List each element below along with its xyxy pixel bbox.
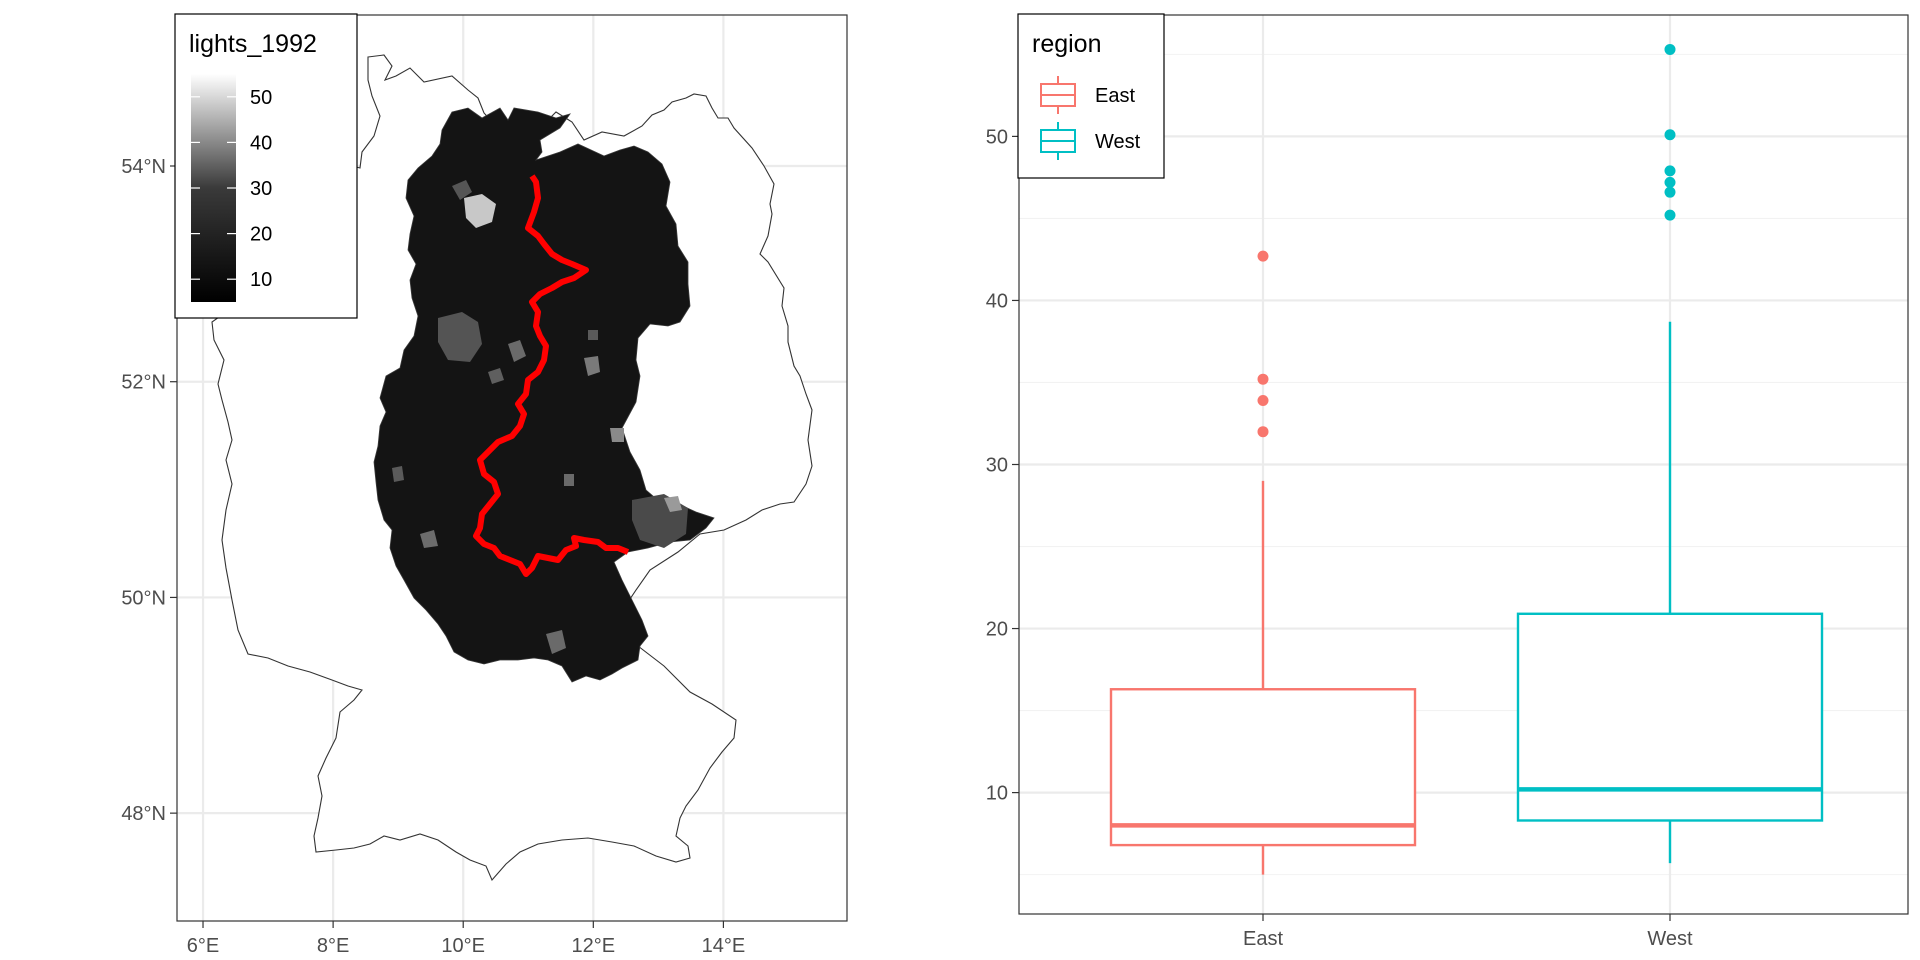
map-y-axis: 48°N 50°N 52°N 54°N [121, 156, 177, 825]
boxplot-x-tick-label: West [1647, 928, 1693, 950]
boxplot-x-axis: East West [1243, 914, 1693, 950]
map-x-axis: 6°E 8°E 10°E 12°E 14°E [187, 921, 745, 957]
district-halle [564, 474, 574, 486]
map-y-tick-label: 52°N [121, 372, 166, 394]
district-frankfurt [420, 530, 438, 548]
outlier-point [1257, 395, 1269, 407]
district-leipzig [610, 428, 624, 442]
legend-key-label: West [1095, 131, 1141, 153]
district-magdeburg [584, 356, 600, 376]
map-legend-label: 10 [250, 269, 272, 291]
outlier-point [1664, 43, 1676, 55]
boxplot-legend-keys: East West [1040, 76, 1141, 160]
outlier-point [1257, 250, 1269, 262]
box-iqr [1109, 688, 1417, 847]
boxplot-x-tick-label: East [1243, 928, 1283, 950]
boxplot-y-tick-label: 20 [986, 619, 1008, 641]
box-iqr [1516, 612, 1824, 822]
district-wolfsburg [588, 330, 598, 340]
map-x-tick-label: 10°E [441, 935, 485, 957]
map-legend-labels: 50 40 30 20 10 [191, 87, 272, 291]
boxplot-marks [1109, 43, 1824, 875]
boxplot-y-tick-label: 10 [986, 783, 1008, 805]
outlier-point [1257, 426, 1269, 438]
legend-key-label: East [1095, 85, 1135, 107]
map-panel-border [176, 14, 848, 922]
legend-key-west: West [1040, 122, 1141, 160]
map-legend-label: 40 [250, 132, 272, 154]
outlier-point [1664, 186, 1676, 198]
boxplot-y-axis: 10 20 30 40 50 [986, 126, 1019, 805]
bright-districts [392, 180, 688, 654]
map-x-tick-label: 12°E [572, 935, 616, 957]
outlier-point [1664, 176, 1676, 188]
map-legend: lights_1992 50 40 30 20 10 [174, 13, 358, 319]
box-east [1109, 250, 1417, 875]
inner-german-border [473, 174, 630, 577]
boxplot-y-tick-label: 50 [986, 126, 1008, 148]
map-y-tick-label: 48°N [121, 803, 166, 825]
outlier-point [1257, 373, 1269, 385]
boxplot-legend: region East West [1017, 13, 1165, 179]
district-hannover [438, 312, 482, 362]
district-braunschweig [508, 340, 526, 362]
map-panel: 6°E 8°E 10°E 12°E 14°E 48°N 50°N 52°N 54°N ligh… [121, 13, 848, 957]
choropleth-region [373, 107, 715, 683]
map-x-tick-label: 6°E [187, 935, 219, 957]
box-west [1516, 43, 1824, 864]
district-bremen [452, 180, 472, 200]
map-legend-label: 20 [250, 224, 272, 246]
map-legend-label: 50 [250, 87, 272, 109]
boxplot-legend-title: region [1032, 30, 1102, 58]
map-legend-label: 30 [250, 178, 272, 200]
map-legend-title: lights_1992 [189, 30, 317, 58]
outlier-point [1664, 129, 1676, 141]
district-bielefeld [488, 368, 504, 384]
district-nuremberg [546, 630, 566, 654]
map-x-tick-label: 8°E [317, 935, 349, 957]
district-cologne [392, 466, 404, 482]
boxplot-y-tick-label: 40 [986, 290, 1008, 312]
legend-key-east: East [1040, 76, 1135, 114]
outlier-point [1664, 165, 1676, 177]
outlier-point [1664, 209, 1676, 221]
map-y-tick-label: 54°N [121, 156, 166, 178]
district-dresden-core [664, 496, 682, 512]
map-y-tick-label: 50°N [121, 587, 166, 609]
district-hamburg [464, 194, 496, 228]
boxplot-panel: 10 20 30 40 50 East West region East West [986, 13, 1909, 950]
boxplot-y-tick-label: 30 [986, 455, 1008, 477]
map-x-tick-label: 14°E [702, 935, 746, 957]
